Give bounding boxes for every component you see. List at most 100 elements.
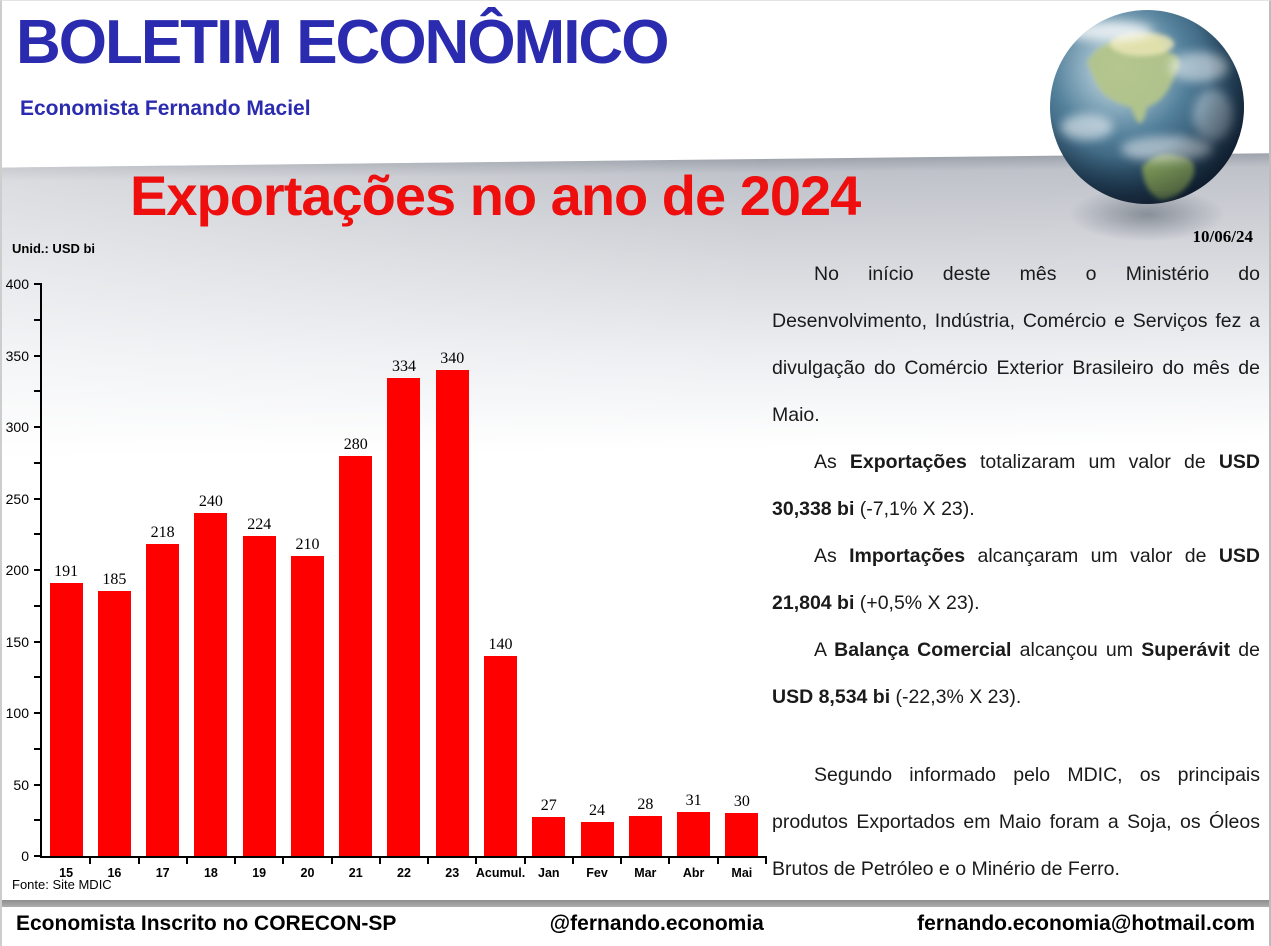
article-text-bold: USD 30,338 bi: [772, 451, 1260, 520]
bar: [146, 544, 180, 856]
article-text: alcançaram um valor de: [965, 545, 1219, 567]
article-text: de: [1230, 639, 1260, 661]
article-text: totalizaram um valor de: [966, 451, 1219, 473]
chart-source-label: Fonte: Site MDIC: [12, 877, 112, 892]
bar: [484, 655, 518, 856]
y-axis-tick: [34, 819, 42, 822]
y-axis-tick: [34, 283, 42, 285]
article-text: Segundo informado pelo MDIC, os principa…: [772, 764, 1260, 880]
y-axis-tick: [34, 497, 42, 500]
globe-reflection: [1039, 191, 1255, 275]
chart-column: 31 Abr: [669, 284, 717, 880]
chart-column: 210 20: [283, 284, 331, 880]
x-axis-tick: [137, 856, 140, 864]
y-axis-tick-label: 100: [5, 705, 29, 721]
chart-unit-label: Unid.: USD bi: [12, 241, 96, 256]
article-paragraph: As Importações alcançaram um valor de US…: [772, 533, 1260, 627]
bar: [580, 821, 614, 856]
bar-value-label: 224: [247, 515, 272, 533]
chart-column: 224 19: [235, 284, 283, 880]
y-axis-tick-label: 300: [5, 419, 29, 435]
y-axis-tick-label: 400: [5, 276, 29, 292]
article-text: A: [814, 639, 835, 661]
bar-value-label: 31: [685, 791, 702, 809]
x-axis-label: 20: [300, 866, 315, 880]
section-title: Exportações no ano de 2024: [130, 164, 861, 227]
article-text-bold: USD 21,804 bi: [772, 545, 1260, 614]
x-axis-tick: [185, 856, 188, 864]
chart-column: 28 Mar: [621, 284, 669, 880]
article-text: (-7,1% X 23).: [854, 498, 975, 520]
chart-column: 240 18: [187, 284, 235, 880]
bar-value-label: 210: [295, 535, 320, 553]
bar-value-label: 240: [198, 492, 223, 510]
globe-icon: [1047, 7, 1247, 207]
bar: [97, 591, 131, 856]
x-axis-tick: [330, 856, 333, 864]
x-axis-label: 19: [252, 866, 267, 880]
y-axis-tick-label: 250: [5, 490, 29, 507]
article-text: As: [814, 451, 850, 473]
y-axis-tick: [34, 354, 42, 357]
bar: [194, 512, 228, 856]
bar-value-label: 280: [343, 435, 368, 453]
footer-email: fernando.economia@hotmail.com: [917, 912, 1255, 935]
bar-value-label: 24: [589, 801, 606, 819]
bulletin-title: BOLETIM ECONÔMICO: [16, 8, 669, 77]
x-axis-label: 17: [155, 866, 170, 880]
bar-value-label: 30: [733, 793, 750, 811]
bar: [435, 369, 469, 856]
chart-column: 191 15: [42, 284, 90, 880]
bar: [387, 378, 421, 856]
y-axis-tick: [34, 747, 42, 750]
article-text-bold: Importações: [849, 545, 966, 567]
footer-instagram-handle: @fernando.economia: [549, 912, 764, 935]
y-axis-tick: [34, 855, 42, 857]
article-text: (-22,3% X 23).: [890, 686, 1022, 708]
bar-value-label: 185: [102, 571, 127, 589]
chart-column: 280 21: [332, 284, 380, 880]
date-label: 10/06/24: [1192, 227, 1253, 246]
y-axis-tick: [34, 676, 42, 679]
y-axis-tick: [34, 390, 42, 393]
y-axis-tick: [34, 604, 42, 607]
x-axis-label: Abr: [682, 866, 705, 880]
x-axis-tick: [234, 856, 237, 864]
chart-column: 334 22: [380, 284, 428, 880]
y-axis-tick: [34, 533, 42, 536]
x-axis-label: 23: [445, 866, 460, 880]
bar: [725, 813, 759, 856]
footer: Economista Inscrito no CORECON-SP @ferna…: [16, 912, 1255, 936]
chart-column: 30 Mai: [718, 284, 766, 880]
article-text-bold: Balança Comercial: [834, 639, 1012, 661]
x-axis-label: 16: [107, 866, 122, 880]
x-axis-tick: [378, 856, 381, 864]
x-axis-tick: [571, 856, 574, 864]
x-axis-tick: [716, 856, 719, 864]
bar: [49, 582, 83, 856]
article-text-bold: Superávit: [1141, 639, 1231, 661]
y-axis-tick: [34, 640, 42, 643]
x-axis-label: Jan: [538, 866, 560, 880]
x-axis-tick: [427, 856, 430, 864]
x-axis-tick: [620, 856, 623, 864]
y-axis-tick: [34, 712, 42, 714]
article-paragraph: Segundo informado pelo MDIC, os principa…: [772, 752, 1260, 893]
x-axis-label: Mai: [731, 866, 753, 880]
article-text-bold: USD 8,534 bi: [772, 686, 891, 708]
x-axis-tick: [89, 856, 92, 864]
bar-value-label: 340: [440, 349, 465, 367]
article: No início deste mês o Ministério do Dese…: [772, 251, 1260, 893]
y-axis-tick: [34, 783, 42, 786]
x-axis-label: 15: [59, 866, 74, 880]
article-text: No início deste mês o Ministério do Dese…: [772, 263, 1260, 426]
x-axis-label: Mar: [634, 866, 657, 880]
y-axis-tick: [34, 318, 42, 321]
y-axis-tick-label: 50: [13, 776, 29, 793]
bar: [339, 455, 373, 856]
y-axis-tick: [34, 461, 42, 464]
article-paragraph: No início deste mês o Ministério do Dese…: [772, 251, 1260, 439]
bar-chart: 191 15 185 16 218 17 240 18 224 19 210 20 280 21 334 22…: [6, 277, 767, 880]
x-axis-label: 18: [203, 866, 218, 880]
